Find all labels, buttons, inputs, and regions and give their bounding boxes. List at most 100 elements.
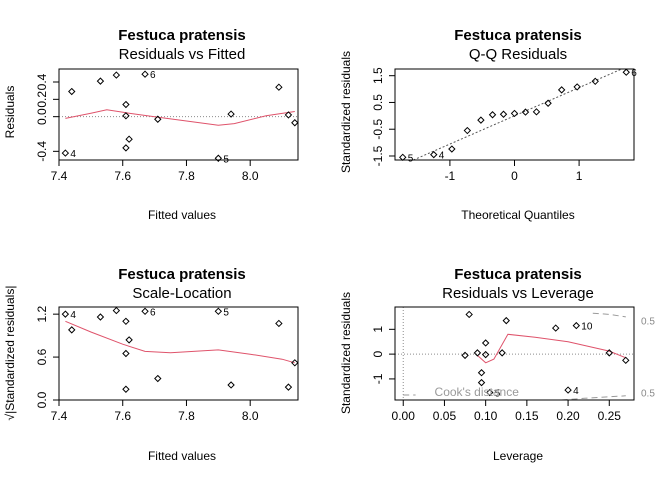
point-label: 5 — [408, 153, 414, 164]
x-tick-label: 1 — [576, 169, 583, 183]
data-point — [96, 77, 105, 85]
data-point — [521, 108, 530, 116]
y-tick-label: 0.0 — [35, 108, 49, 125]
scale-location-panel: Festuca pratensis Scale-Location Fitted … — [3, 266, 299, 463]
data-point — [122, 385, 130, 393]
x-axis-label: Fitted values — [148, 449, 216, 463]
data-point — [486, 388, 494, 397]
y-axis-label: Standardized residuals — [339, 292, 353, 414]
smoother-line — [65, 109, 295, 126]
point-label: 6 — [150, 307, 156, 318]
data-point — [573, 83, 581, 91]
y-tick-label: 0.2 — [35, 91, 49, 108]
y-tick-label: -0.5 — [371, 119, 385, 140]
data-point — [284, 111, 293, 119]
point-label: 10 — [581, 322, 593, 333]
data-point — [622, 356, 630, 365]
x-tick-label: 0.05 — [433, 409, 457, 423]
qq-reference-line — [412, 69, 623, 160]
data-point — [122, 112, 130, 120]
x-tick-label: 0.10 — [474, 409, 498, 423]
residuals-vs-leverage-panel: Festuca pratensis Residuals vs Leverage … — [339, 266, 655, 463]
plot-frame — [58, 68, 299, 161]
data-point — [122, 144, 130, 152]
y-tick-label: 1 — [371, 326, 385, 333]
x-tick-label: -1 — [445, 169, 456, 183]
point-label: 4 — [573, 386, 579, 397]
y-tick-label: -1.5 — [371, 145, 385, 166]
data-point — [481, 350, 490, 359]
data-point — [465, 310, 473, 319]
data-point — [125, 336, 133, 344]
data-point — [572, 321, 581, 330]
x-tick-label: 7.6 — [114, 169, 131, 183]
data-point — [488, 111, 497, 119]
x-tick-label: 7.6 — [114, 409, 131, 423]
data-point — [564, 386, 572, 394]
x-tick-label: 7.8 — [178, 169, 195, 183]
data-point — [477, 378, 486, 387]
data-point — [227, 381, 235, 389]
data-point — [605, 349, 613, 357]
data-point — [463, 126, 472, 135]
data-point — [68, 326, 76, 334]
y-tick-label: 1.2 — [35, 305, 49, 322]
plot-area — [412, 69, 623, 160]
data-point — [430, 150, 438, 159]
data-point — [61, 149, 70, 157]
y-axis-label: Residuals — [3, 86, 17, 139]
y-tick-label: 0.5 — [371, 94, 385, 111]
panel-title: Festuca pratensis — [118, 266, 246, 283]
data-point — [112, 306, 121, 315]
y-axis-label: √|Standardized residuals| — [3, 286, 17, 421]
data-point — [399, 153, 407, 162]
plot-area — [59, 109, 298, 126]
data-point — [461, 351, 469, 360]
y-axis-label: Standardized residuals — [339, 51, 353, 173]
qq-residuals-panel: Festuca pratensis Q-Q Residuals Theoreti… — [339, 27, 637, 222]
y-tick-label: -0.4 — [35, 141, 49, 162]
x-tick-label: 8.0 — [242, 409, 259, 423]
panel-subtitle: Residuals vs Fitted — [119, 46, 246, 63]
data-point — [112, 71, 121, 79]
data-point — [477, 116, 485, 124]
y-tick-label: -1 — [371, 373, 385, 384]
smoother-line — [477, 333, 626, 364]
data-point — [122, 100, 130, 109]
panel-title: Festuca pratensis — [118, 27, 246, 44]
y-tick-label: 0.0 — [35, 391, 49, 408]
smoother-line — [65, 320, 295, 364]
point-label: 4 — [70, 310, 76, 321]
plot-frame — [58, 306, 299, 401]
cooks-distance-legend: Cook's distance — [435, 385, 520, 399]
data-point — [448, 145, 456, 153]
data-point — [125, 135, 133, 143]
data-point — [498, 349, 506, 357]
cooks-distance-curve — [592, 312, 626, 318]
data-point — [154, 115, 162, 123]
x-tick-label: 0 — [511, 169, 518, 183]
point-label: 4 — [439, 151, 445, 162]
panel-title: Festuca pratensis — [454, 266, 582, 283]
x-tick-label: 0.20 — [556, 409, 580, 423]
data-point — [122, 349, 130, 358]
data-point — [141, 70, 149, 78]
x-tick-label: 0.15 — [515, 409, 539, 423]
data-point — [477, 369, 486, 377]
data-point — [214, 154, 223, 162]
point-label: 5 — [495, 389, 501, 400]
data-point — [154, 374, 162, 383]
y-tick-label: 0 — [371, 350, 385, 357]
x-axis-label: Theoretical Quantiles — [461, 208, 574, 222]
data-point — [227, 110, 235, 118]
point-label: 6 — [150, 70, 156, 81]
point-label: 4 — [70, 149, 76, 160]
y-tick-label: 0.6 — [35, 348, 49, 365]
cooks-distance-label: 0.5 — [641, 389, 655, 400]
data-point — [61, 310, 70, 318]
data-point — [291, 119, 299, 127]
data-point — [557, 86, 566, 94]
data-point — [275, 83, 283, 91]
plot-frame — [394, 68, 635, 161]
